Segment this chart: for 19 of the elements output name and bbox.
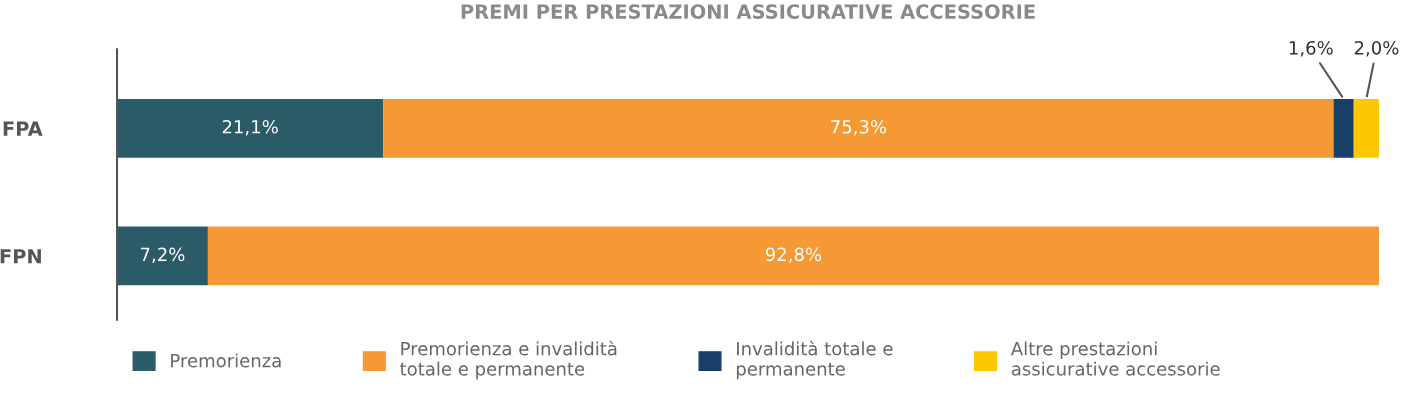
y-tick-label: FPN (0, 249, 41, 264)
data-label: 75,3% (831, 119, 887, 136)
legend-label: Premorienza (171, 353, 281, 368)
legend-label: Premorienza e invalidità totale e permanente (400, 340, 617, 380)
data-label: 2,0% (1354, 40, 1399, 57)
data-label: 7,2% (141, 247, 185, 264)
bar (1353, 98, 1379, 158)
chart-title: PREMI PER PRESTAZIONI ASSICURATIVE ACCESSORIE (461, 4, 1035, 19)
bar (117, 98, 384, 158)
data-label: 21,1% (222, 119, 278, 136)
bar (383, 98, 1334, 158)
legend-label: Altre prestazioni assicurative accessorie (1010, 341, 1220, 376)
data-label: 1,6% (1289, 40, 1333, 57)
data-label: 92,8% (765, 247, 822, 264)
y-tick-label: FPA (3, 121, 43, 136)
legend-label: Invalidità totale e permanente (736, 340, 893, 380)
bar (117, 226, 208, 286)
bar (1333, 98, 1354, 158)
bar (207, 226, 1379, 286)
